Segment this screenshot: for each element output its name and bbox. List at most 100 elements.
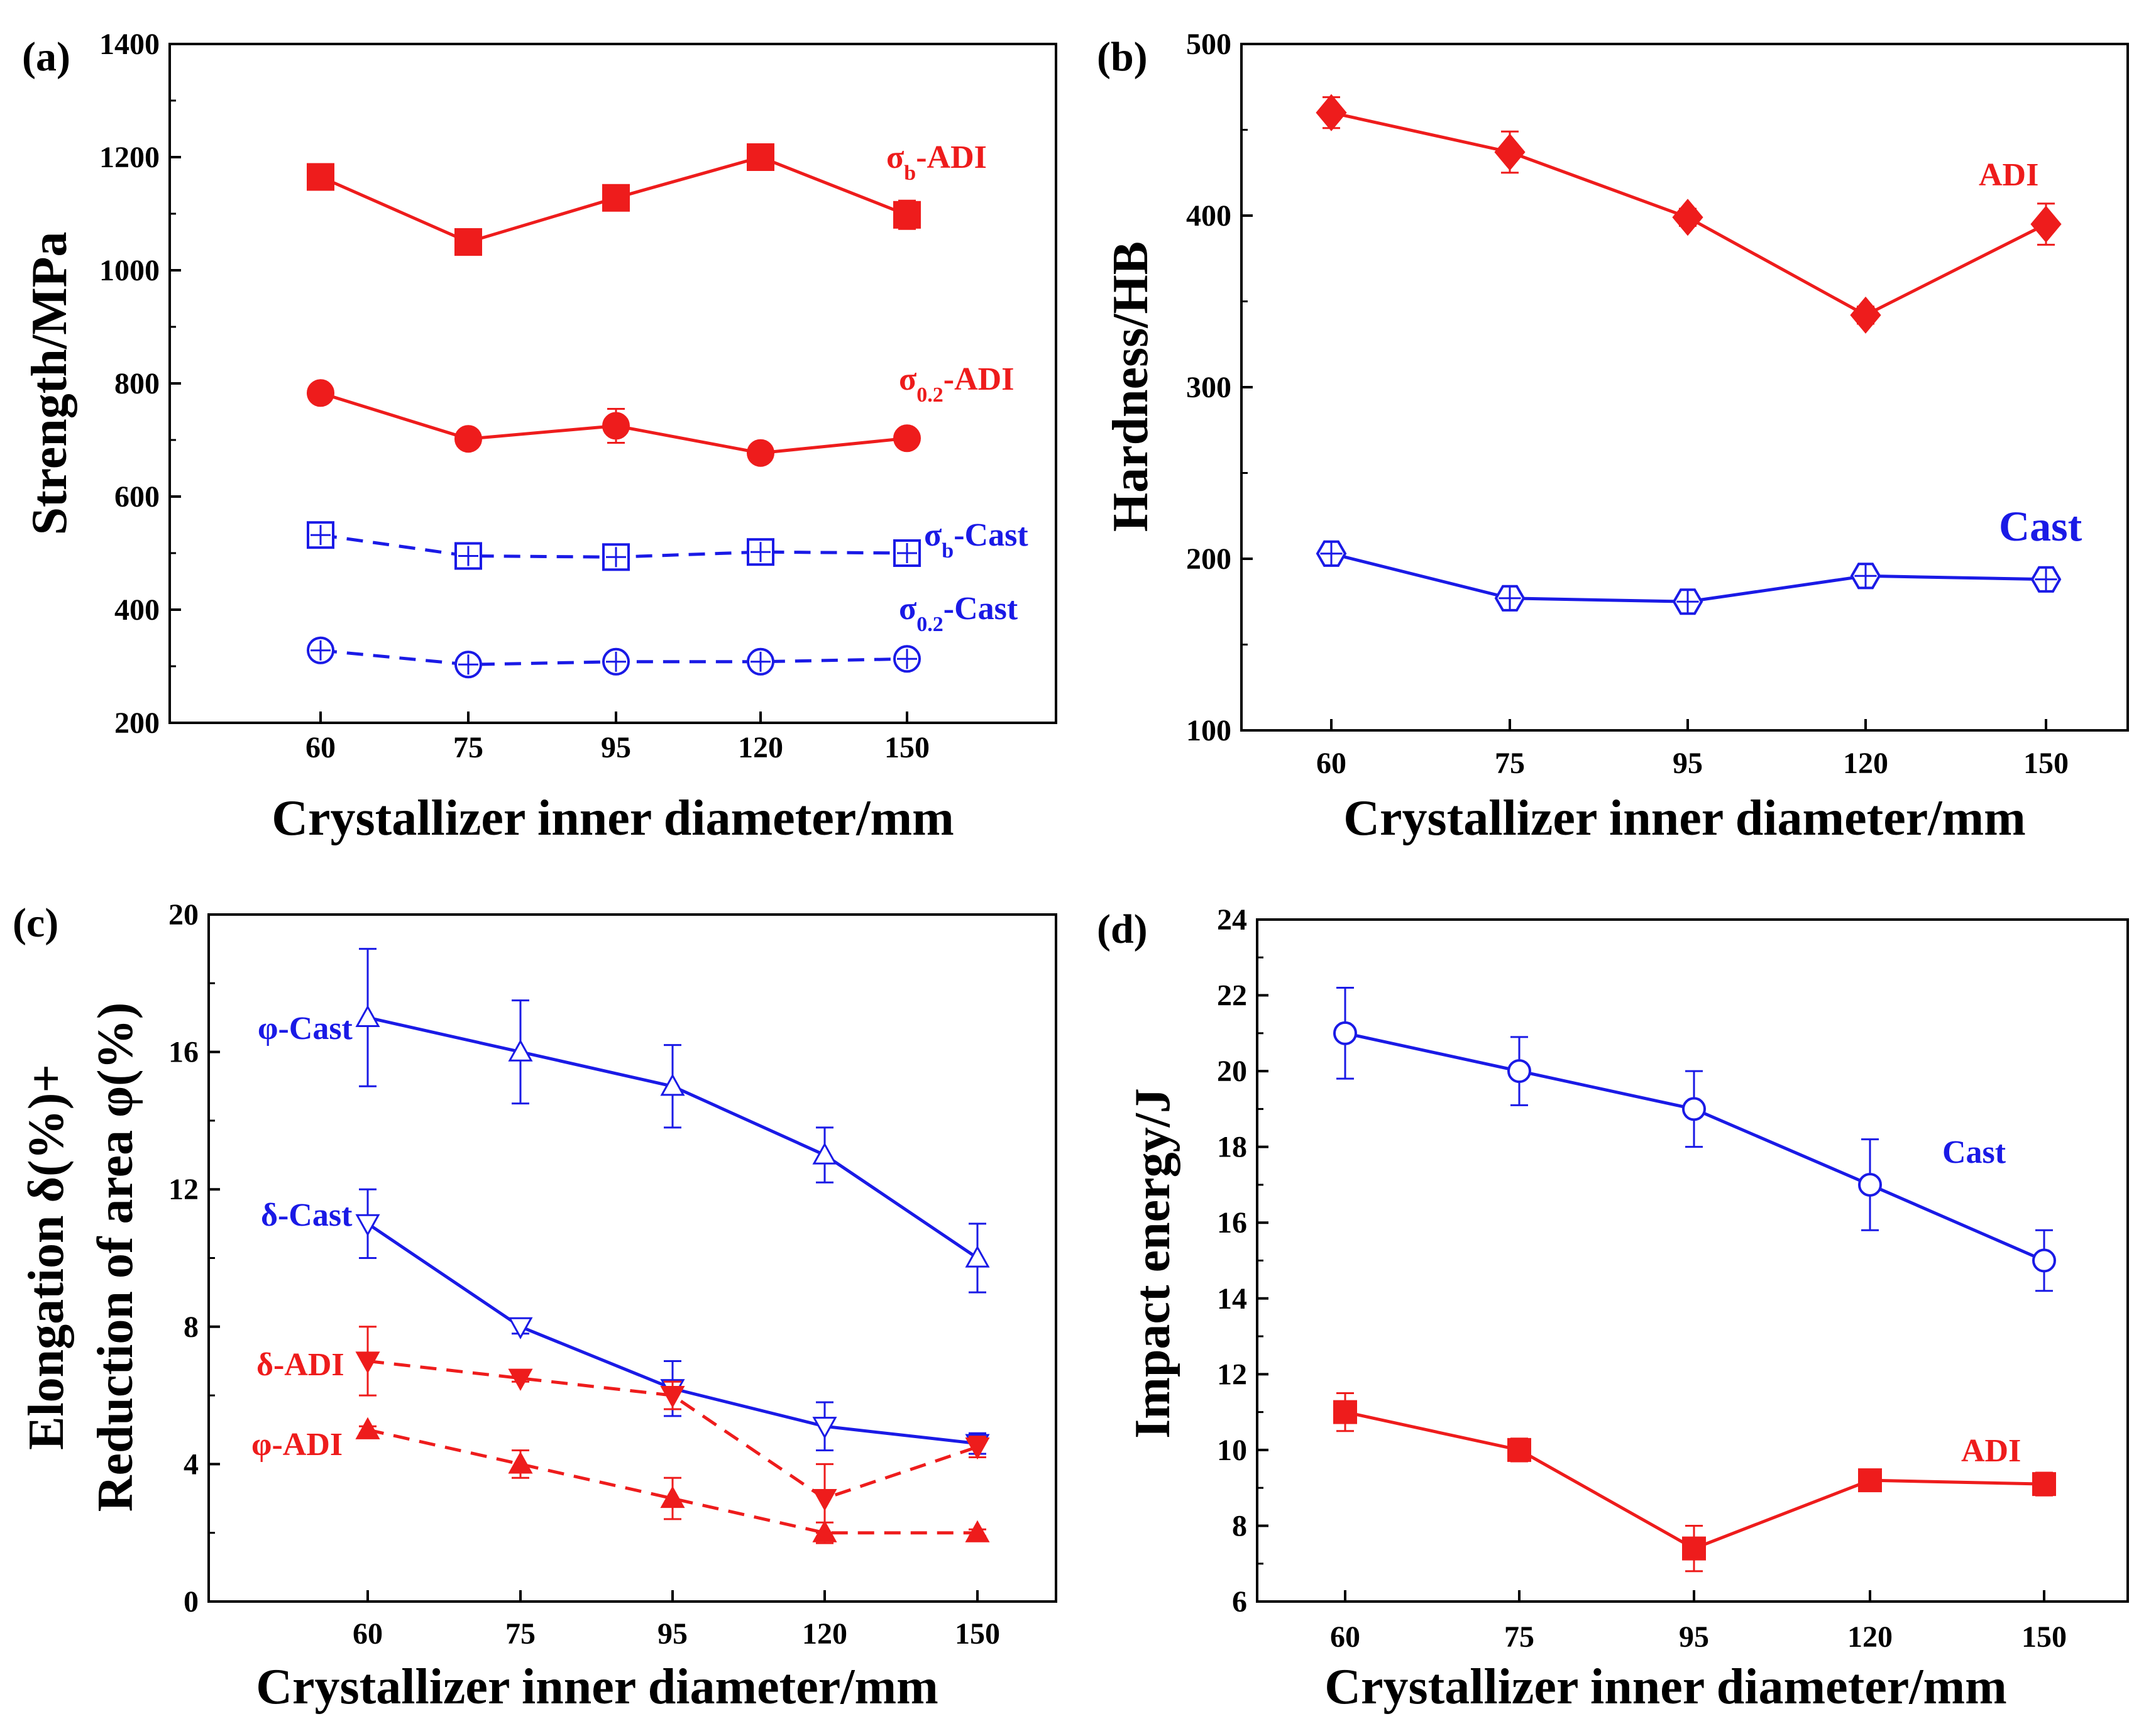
data-point: [747, 647, 774, 676]
panel-c-x-axis-label: Crystallizer inner diameter/mm: [256, 1659, 938, 1715]
panel-d-x-tick-labels: 60 75 95 120 150: [1330, 1620, 2067, 1654]
data-point: [812, 1417, 837, 1439]
series-Cast: [1316, 540, 2062, 615]
panel-d-y-tick: 14: [1217, 1282, 1247, 1316]
panel-a-y-tick: 800: [114, 367, 160, 400]
marker-circle: [747, 439, 774, 467]
panel-b-x-tick: 60: [1316, 747, 1346, 780]
marker-triangle-up: [660, 1074, 685, 1096]
marker-triangle-up: [508, 1039, 533, 1062]
data-point: [1682, 1536, 1706, 1561]
data-point: [1333, 1400, 1357, 1424]
data-point: [2030, 566, 2062, 593]
panel-c-series: [355, 948, 990, 1544]
data-point: [965, 1437, 990, 1460]
data-point: [1858, 1468, 1882, 1493]
panel-c-y-tick: 0: [184, 1585, 199, 1618]
annotation-sigma-02-cast: σ0.2-Cast: [899, 591, 1018, 636]
data-point: [2032, 1248, 2056, 1273]
panel-a-ticks: [170, 43, 908, 724]
data-point: [602, 543, 630, 571]
data-point: [812, 1488, 837, 1512]
panel-c-x-tick: 75: [505, 1617, 536, 1651]
annotation-sigma-b-adi: σb-ADI: [886, 140, 987, 185]
marker-diamond: [1672, 199, 1703, 236]
data-point: [454, 651, 482, 679]
panel-b-ticks: [1241, 43, 2047, 732]
panel-b-y-tick: 200: [1186, 542, 1231, 576]
panel-d-y-tick: 6: [1232, 1585, 1247, 1618]
data-point: [508, 1451, 533, 1474]
annotation-phi-adi: φ-ADI: [251, 1427, 343, 1463]
series-σb-Cast: [307, 521, 921, 571]
marker-circle: [893, 424, 921, 453]
data-point: [893, 539, 921, 567]
panel-d-y-tick: 20: [1217, 1055, 1247, 1088]
panel-b-y-tick: 500: [1186, 28, 1231, 61]
annotation-delta-cast: δ-Cast: [261, 1197, 353, 1233]
annotation-delta-adi: δ-ADI: [256, 1347, 344, 1383]
marker-triangle-up: [965, 1245, 990, 1268]
series-σ0.2-ADI: [307, 379, 921, 467]
data-point: [747, 538, 774, 566]
data-point: [660, 1074, 685, 1096]
panel-b: (b) 100 200 300 400 500 60 75 95 120 150…: [1097, 28, 2129, 846]
panel-d-y-tick: 24: [1217, 903, 1247, 937]
panel-c-label: (c): [13, 900, 58, 946]
panel-d-y-tick: 10: [1217, 1434, 1247, 1467]
panel-d-x-tick: 150: [2021, 1620, 2067, 1654]
marker-square: [1682, 1536, 1706, 1561]
panel-a-x-tick: 95: [601, 731, 631, 764]
data-point: [307, 636, 334, 664]
data-point: [893, 645, 921, 673]
panel-d-x-tick: 60: [1330, 1620, 1360, 1654]
panel-a-x-tick: 150: [884, 731, 930, 764]
panel-d-x-axis-label: Crystallizer inner diameter/mm: [1324, 1659, 2007, 1715]
data-point: [355, 1417, 380, 1439]
data-point: [1494, 133, 1526, 171]
annotation-sigma-02-adi: σ0.2-ADI: [899, 361, 1014, 407]
panel-a-label: (a): [22, 34, 70, 80]
panel-b-series: [1316, 94, 2062, 615]
panel-d-y-tick: 12: [1217, 1358, 1247, 1391]
panel-c-y-axis-label-2: Reduction of area φ(%): [88, 1003, 143, 1512]
marker-triangle-up: [508, 1451, 533, 1474]
panel-c-x-tick-labels: 60 75 95 120 150: [353, 1617, 1000, 1651]
panel-c-y-tick: 20: [168, 898, 199, 931]
panel-a-series: [307, 143, 921, 679]
data-point: [602, 412, 630, 440]
panel-a-y-tick: 1000: [99, 254, 160, 287]
data-point: [508, 1039, 533, 1062]
marker-square: [602, 184, 630, 212]
panel-b-y-tick: 300: [1186, 371, 1231, 404]
marker-square: [454, 228, 482, 256]
annotation-cast: Cast: [1942, 1135, 2006, 1170]
panel-a-y-axis-label: Strength/MPa: [22, 232, 77, 536]
panel-d-x-tick: 95: [1679, 1620, 1709, 1654]
series-ADI: [1333, 1392, 2056, 1573]
annotation-phi-cast: φ-Cast: [258, 1011, 353, 1047]
series-φ-ADI: [355, 1417, 990, 1544]
marker-triangle-up: [812, 1520, 837, 1542]
panel-d-y-tick: 18: [1217, 1131, 1247, 1164]
panel-d-y-tick: 22: [1217, 979, 1247, 1013]
panel-c: (c) 0 4 8 12 16 20 60 75 95 120 150 Crys…: [13, 898, 1057, 1715]
data-point: [454, 228, 482, 256]
panel-c-x-tick: 150: [955, 1617, 1000, 1651]
series-Cast: [1333, 987, 2056, 1292]
data-point: [1316, 540, 1347, 567]
annotation-adi: ADI: [1961, 1433, 2021, 1469]
panel-b-x-tick-labels: 60 75 95 120 150: [1316, 747, 2069, 780]
marker-circle: [1507, 1059, 1531, 1084]
marker-triangle-down: [812, 1417, 837, 1439]
panel-a-y-tick: 1400: [99, 28, 160, 61]
panel-c-y-tick: 8: [184, 1311, 199, 1344]
panel-d-y-tick-labels: 6 8 10 12 14 16 18 20 22 24: [1217, 903, 1247, 1618]
panel-c-x-tick: 120: [802, 1617, 847, 1651]
panel-d-y-tick: 8: [1232, 1509, 1247, 1542]
data-point: [355, 1351, 380, 1374]
panel-a-x-tick: 120: [738, 731, 783, 764]
marker-circle: [1858, 1172, 1882, 1197]
series-ADI: [1316, 94, 2062, 334]
